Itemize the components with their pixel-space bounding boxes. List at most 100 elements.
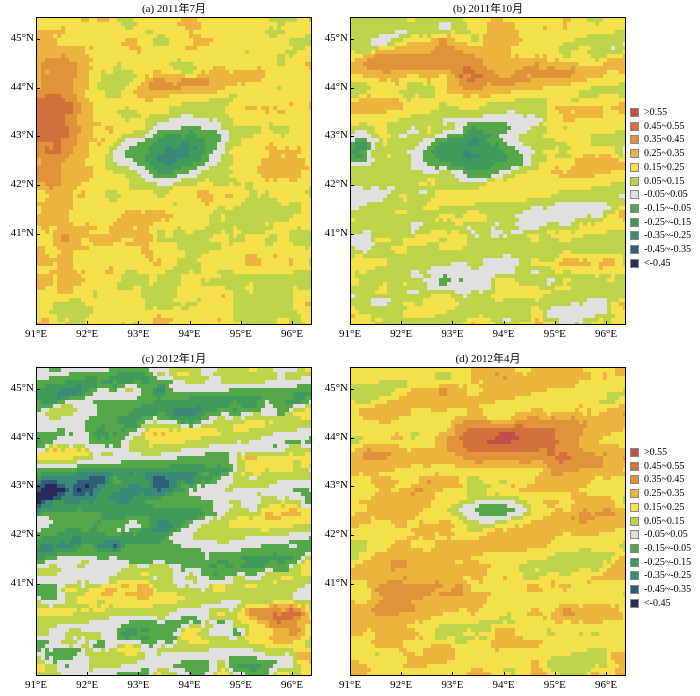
legend-swatch [630, 516, 639, 526]
lon-tick-label: 94°E [178, 679, 201, 691]
lon-tick-label: 93°E [127, 679, 150, 691]
legend-label: 0.05~0.15 [644, 175, 685, 187]
lon-tick-mark [138, 672, 140, 676]
legend-swatch [630, 598, 639, 608]
lon-tick-label: 96°E [594, 679, 618, 691]
lat-tick-mark [36, 437, 40, 439]
legend-label: -0.45~-0.35 [644, 244, 692, 255]
lon-tick-mark [87, 321, 89, 325]
legend-label: 0.45~0.55 [644, 460, 685, 472]
lon-tick-label: 94°E [492, 328, 515, 340]
lon-tick-mark [503, 672, 505, 676]
lon-tick-label: 93°E [127, 328, 150, 340]
lat-tick-mark [36, 233, 40, 235]
lon-tick-label: 92°E [390, 679, 413, 691]
lon-tick-mark [452, 321, 454, 325]
lon-tick-label: 94°E [492, 679, 515, 691]
legend-swatch [630, 585, 639, 594]
legend-swatch [630, 543, 639, 553]
lat-tick-label: 42°N [10, 178, 34, 191]
legend-swatch [630, 217, 639, 227]
lon-tick-mark [401, 321, 403, 325]
lat-tick-mark [36, 389, 40, 390]
lon-tick-label: 96°E [280, 328, 304, 340]
lon-tick-label: 92°E [390, 328, 413, 340]
lon-tick-mark [292, 672, 293, 676]
lat-tick-label: 42°N [324, 178, 348, 191]
lon-tick-mark [240, 321, 242, 325]
lat-tick-label: 43°N [10, 129, 34, 142]
legend-swatch [630, 190, 639, 200]
lon-tick-mark [401, 672, 403, 676]
legend-swatch [630, 571, 639, 581]
lat-tick-mark [36, 535, 40, 537]
lat-tick-label: 44°N [10, 80, 34, 93]
lat-tick-label: 45°N [10, 382, 34, 394]
legend-swatch [630, 203, 639, 213]
legend-label: -0.25~-0.15 [644, 556, 692, 568]
legend-swatch [630, 475, 639, 485]
raster-cells [37, 18, 311, 324]
panel-title-a: (a) 2011年7月 [141, 3, 207, 15]
lon-tick-label: 96°E [280, 679, 304, 691]
lat-tick-label: 43°N [10, 479, 34, 492]
lon-tick-mark [240, 672, 242, 676]
legend-label: 0.25~0.35 [644, 488, 685, 500]
legend-swatch [630, 231, 639, 241]
lon-tick-mark [503, 321, 505, 325]
panel-title-b: (b) 2011年10月 [452, 3, 524, 15]
lat-tick-label: 43°N [324, 479, 348, 492]
lon-tick-label: 93°E [441, 328, 464, 340]
legend-label: -0.35~-0.25 [644, 570, 692, 582]
map-panel-b [350, 17, 626, 325]
lon-tick-label: 95°E [543, 679, 566, 691]
legend-label: -0.15~-0.05 [644, 542, 692, 554]
lat-tick-label: 41°N [324, 226, 348, 239]
legend-label: -0.05~0.05 [644, 189, 688, 201]
legend-label: -0.35~-0.25 [644, 230, 692, 242]
legend-swatch [630, 245, 639, 254]
legend-label: -0.15~-0.05 [644, 202, 692, 214]
lat-tick-mark [36, 136, 40, 138]
lat-tick-label: 41°N [324, 576, 348, 589]
legend-swatch [630, 557, 639, 567]
lon-tick-label: 92°E [76, 328, 99, 340]
lon-tick-label: 91°E [24, 328, 48, 340]
lat-tick-mark [350, 535, 354, 537]
lat-tick-label: 41°N [10, 226, 34, 239]
lat-tick-label: 45°N [324, 382, 348, 394]
legend-swatch [630, 530, 639, 540]
lat-tick-label: 43°N [324, 129, 348, 142]
lon-tick-mark [554, 321, 556, 325]
lat-tick-label: 44°N [324, 430, 348, 443]
legend-label: -0.45~-0.35 [644, 584, 692, 595]
lat-tick-label: 45°N [10, 32, 34, 44]
lat-tick-mark [350, 39, 354, 40]
lat-tick-label: 45°N [324, 32, 348, 44]
raster-cells [351, 368, 625, 675]
legend-label: -0.05~0.05 [644, 529, 688, 541]
lat-tick-mark [36, 185, 40, 187]
legend-swatch [630, 121, 639, 131]
legend-label: 0.45~0.55 [644, 120, 685, 132]
lat-tick-mark [350, 389, 354, 390]
legend-swatch [630, 489, 639, 499]
lon-tick-label: 92°E [76, 679, 99, 691]
lon-tick-mark [292, 321, 293, 325]
lat-tick-mark [36, 87, 40, 89]
lon-tick-mark [606, 672, 607, 676]
lon-tick-mark [189, 672, 191, 676]
lat-tick-mark [350, 136, 354, 138]
lon-tick-mark [350, 321, 351, 325]
lon-tick-mark [138, 321, 140, 325]
lat-tick-label: 44°N [10, 430, 34, 443]
lon-tick-mark [452, 672, 454, 676]
legend-label: 0.05~0.15 [644, 515, 685, 527]
legend-label: 0.15~0.25 [644, 161, 685, 173]
lat-tick-mark [350, 486, 354, 488]
lat-tick-label: 44°N [324, 80, 348, 93]
lat-tick-label: 41°N [10, 576, 34, 589]
lon-tick-mark [350, 672, 351, 676]
lon-tick-label: 91°E [24, 679, 48, 691]
lat-tick-mark [350, 233, 354, 235]
